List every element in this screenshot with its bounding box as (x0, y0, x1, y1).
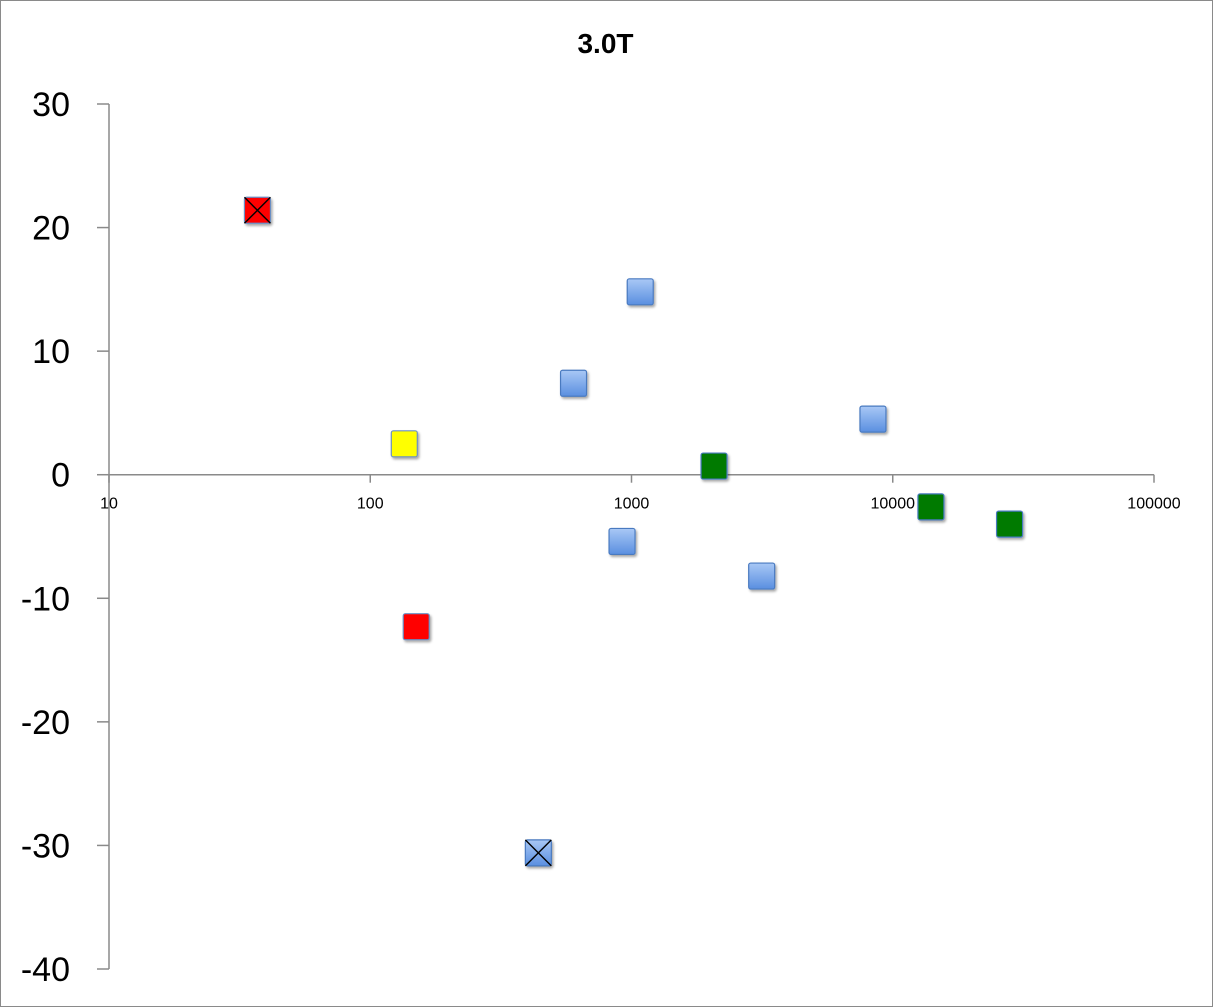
data-point-blue (626, 278, 654, 306)
x-tick-label: 10000 (871, 496, 916, 513)
data-point-yellow (390, 430, 418, 458)
data-point-blue (608, 527, 636, 556)
x-tick-label: 10 (100, 496, 118, 513)
y-tick-label: -40 (21, 951, 70, 989)
y-tick-label: -20 (21, 704, 70, 742)
data-point-blue (559, 369, 588, 397)
data-point-blue (859, 405, 887, 433)
data-point-green (700, 452, 728, 480)
y-tick-label: 30 (32, 86, 70, 124)
x-tick-label: 1000 (614, 496, 650, 513)
data-point-green (995, 510, 1024, 538)
y-tick-label: 0 (51, 457, 70, 495)
x-tick-label: 100 (357, 496, 384, 513)
data-point-red-crossed (243, 196, 272, 224)
x-tick-label: 100000 (1127, 496, 1180, 513)
chart-title: 3.0T (577, 28, 634, 59)
y-tick-label: -10 (21, 580, 70, 618)
y-tick-label: 10 (32, 333, 70, 371)
data-point-blue-crossed (524, 839, 552, 867)
y-tick-label: -30 (21, 827, 70, 865)
data-point-blue (748, 562, 776, 590)
data-point-green (917, 493, 945, 521)
y-tick-label: 20 (32, 210, 70, 248)
data-point-red (402, 613, 430, 641)
